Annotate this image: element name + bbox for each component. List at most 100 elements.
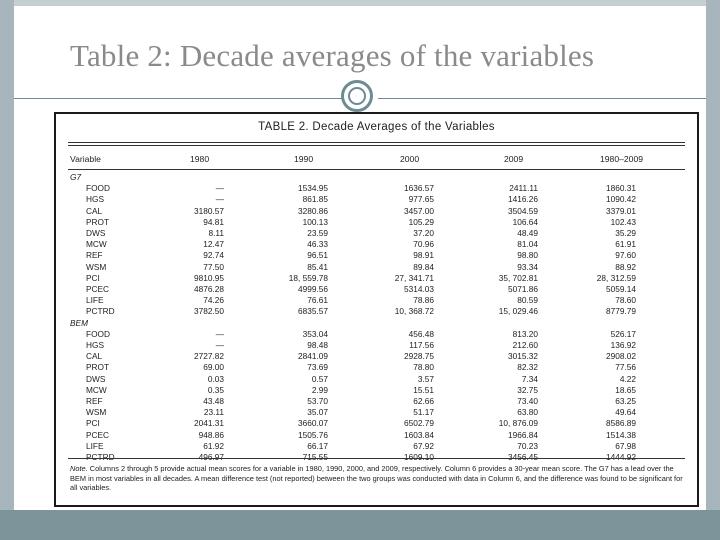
value-cell: 2841.09 [298, 351, 328, 362]
value-cell: 3660.07 [298, 418, 328, 429]
value-cell: 48.49 [517, 228, 538, 238]
value-cell: 1444.92 [606, 452, 636, 462]
table-row: MCW 12.47 46.33 70.96 81.04 61.91 [56, 239, 697, 250]
value-cell: 0.03 [207, 373, 224, 384]
value-cell: 1534.95 [298, 183, 328, 194]
bottom-footer-band [0, 510, 720, 540]
note-text: Columns 2 through 5 provide actual mean … [70, 464, 683, 493]
value-cell: 78.60 [615, 295, 636, 306]
value-cell: 3504.59 [508, 205, 538, 216]
variable-cell: CAL [86, 205, 103, 216]
value-cell: 0.35 [207, 384, 224, 395]
table-row: WSM 23.11 35.07 51.17 63.80 49.64 [56, 407, 697, 418]
value-cell: 27, 341.71 [394, 272, 434, 283]
value-cell: 105.29 [408, 216, 434, 227]
col-header-1980-2009: 1980–2009 [600, 154, 644, 164]
value-cell: 78.80 [413, 362, 434, 373]
table-image: TABLE 2. Decade Averages of the Variable… [54, 112, 699, 507]
value-cell: 80.59 [517, 295, 538, 306]
value-cell: 82.32 [517, 362, 538, 373]
value-cell: 526.17 [610, 328, 636, 339]
value-cell: 8586.89 [606, 418, 636, 429]
group-label: BEM [70, 317, 88, 328]
value-cell: 77.50 [203, 261, 224, 272]
value-cell: 1609.10 [404, 452, 434, 462]
value-cell: 63.80 [517, 407, 538, 418]
col-header-1990: 1990 [294, 154, 314, 164]
table-row: HGS — 98.48 117.56 212.60 136.92 [56, 340, 697, 351]
table-title: TABLE 2. Decade Averages of the Variable… [258, 121, 495, 133]
value-cell: 2727.82 [194, 351, 224, 362]
value-cell: 23.59 [307, 228, 328, 238]
value-cell: 61.91 [615, 239, 636, 250]
value-cell: 1966.84 [508, 429, 538, 440]
value-cell: 62.66 [413, 396, 434, 406]
value-cell: 78.86 [413, 295, 434, 306]
left-border-band [0, 0, 14, 540]
value-cell: — [215, 194, 224, 205]
value-cell: 35.29 [615, 228, 636, 238]
value-cell: 73.40 [517, 396, 538, 406]
table-row: LIFE 74.26 76.61 78.86 80.59 78.60 [56, 295, 697, 306]
value-cell: 15, 029.46 [498, 306, 538, 317]
value-cell: 4999.56 [298, 284, 328, 294]
table-row: CAL 2727.82 2841.09 2928.75 3015.32 2908.02 [56, 351, 697, 362]
value-cell: 35.07 [307, 407, 328, 418]
value-cell: 496.97 [198, 452, 224, 462]
variable-cell: PROT [86, 216, 110, 227]
value-cell: 49.64 [615, 407, 636, 418]
variable-cell: LIFE [86, 295, 104, 306]
variable-cell: HGS [86, 194, 104, 205]
value-cell: 77.56 [615, 362, 636, 373]
col-header-2009: 2009 [504, 154, 524, 164]
value-cell: 8779.79 [606, 306, 636, 317]
value-cell: 100.13 [302, 216, 328, 227]
value-cell: 37.20 [413, 228, 434, 238]
value-cell: 5314.03 [404, 284, 434, 294]
value-cell: — [215, 328, 224, 339]
value-cell: 5071.86 [508, 284, 538, 294]
value-cell: 67.98 [615, 440, 636, 451]
table-row: MCW 0.35 2.99 15.51 32.75 18.65 [56, 385, 697, 396]
value-cell: 1416.26 [508, 194, 538, 205]
value-cell: 4876.28 [194, 284, 224, 294]
variable-cell: REF [86, 396, 103, 406]
value-cell: 3.57 [417, 373, 434, 384]
variable-cell: WSM [86, 407, 107, 418]
value-cell: 3180.57 [194, 205, 224, 216]
value-cell: 106.64 [512, 216, 538, 227]
table-row: WSM 77.50 85.41 89.84 93.34 88.92 [56, 262, 697, 273]
value-cell: 948.86 [198, 429, 224, 440]
value-cell: 10, 368.72 [394, 306, 434, 317]
value-cell: 98.91 [413, 250, 434, 261]
value-cell: 18, 559.78 [288, 272, 328, 283]
variable-cell: PCI [86, 418, 100, 429]
value-cell: 3457.00 [404, 205, 434, 216]
variable-cell: HGS [86, 340, 104, 350]
col-header-variable: Variable [70, 154, 101, 164]
table-row: PROT 69.00 73.69 78.80 82.32 77.56 [56, 362, 697, 373]
value-cell: 98.80 [517, 250, 538, 261]
slide-title: Table 2: Decade averages of the variable… [70, 38, 595, 73]
value-cell: 6835.57 [298, 306, 328, 317]
bottom-rule [68, 458, 685, 459]
table-row: LIFE 61.92 66.17 67.92 70.23 67.98 [56, 441, 697, 452]
table-row: DWS 8.11 23.59 37.20 48.49 35.29 [56, 228, 697, 239]
title-divider-right [378, 98, 706, 99]
value-cell: 456.48 [408, 328, 434, 339]
right-border-band [706, 0, 720, 540]
value-cell: 18.65 [615, 384, 636, 395]
table-row: PROT 94.81 100.13 105.29 106.64 102.43 [56, 217, 697, 228]
variable-cell: PCEC [86, 429, 110, 440]
col-header-1980: 1980 [190, 154, 210, 164]
value-cell: 35, 702.81 [498, 272, 538, 283]
table-row: REF 43.48 53.70 62.66 73.40 63.25 [56, 396, 697, 407]
top-border-band [14, 0, 706, 6]
variable-cell: LIFE [86, 440, 104, 451]
table-row: HGS — 861.85 977.65 1416.26 1090.42 [56, 194, 697, 205]
value-cell: 1090.42 [606, 194, 636, 205]
header-rule [68, 169, 685, 170]
value-cell: 977.65 [408, 194, 434, 205]
ring-inner [348, 87, 366, 105]
value-cell: 32.75 [517, 384, 538, 395]
